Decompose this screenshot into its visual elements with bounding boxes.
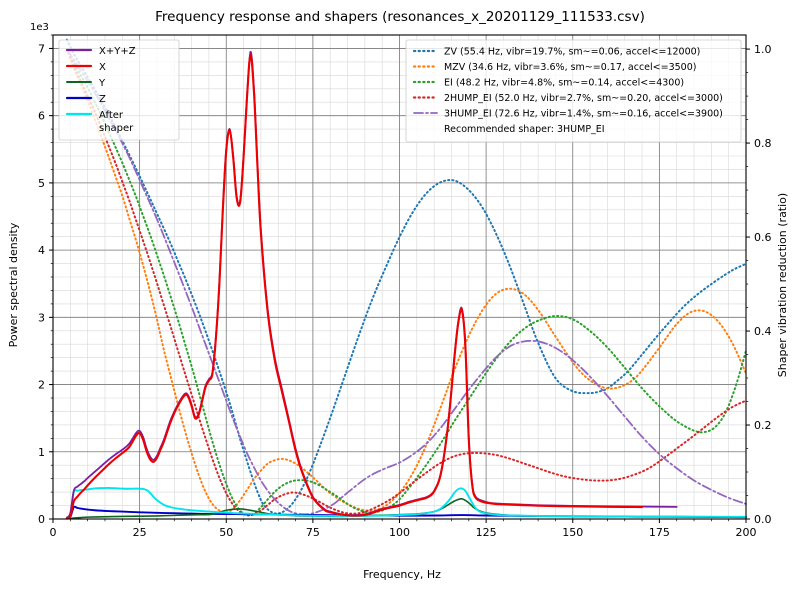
y-tick-label: 7 [38, 42, 45, 55]
legend-shapers-box [405, 39, 742, 143]
legend-shaper-label: 3HUMP_EI (72.6 Hz, vibr=1.4%, sm~=0.16, … [444, 109, 723, 120]
chart-title: Frequency response and shapers (resonanc… [155, 9, 645, 25]
x-tick-label: 50 [219, 526, 233, 539]
legend-psd-label: After [99, 110, 124, 121]
y-axis-label: Power spectral density [7, 222, 20, 347]
data-series-layer [65, 38, 747, 520]
series-x [65, 54, 644, 520]
legend-shaper-label: MZV (34.6 Hz, vibr=3.6%, sm~=0.17, accel… [444, 62, 696, 73]
x-tick-label: 150 [562, 526, 583, 539]
series-zv [65, 38, 747, 515]
y2-tick-label: 0.6 [754, 231, 772, 244]
series-ei [65, 48, 747, 517]
legend-psd-label: X+Y+Z [99, 46, 136, 57]
x-tick-label: 25 [133, 526, 147, 539]
legend-psd[interactable]: X+Y+Z XYZ After shaper [58, 39, 180, 141]
series-after-shaper [65, 486, 747, 520]
legend-psd-label: Y [98, 78, 106, 89]
y-tick-label: 4 [38, 244, 45, 257]
legend-psd-label: Z [99, 94, 106, 105]
legend-shaper-label: Recommended shaper: 3HUMP_EI [444, 124, 605, 135]
x-tick-label: 0 [50, 526, 57, 539]
legend-psd-label: X [99, 62, 106, 73]
y2-tick-label: 0.4 [754, 325, 772, 338]
x-tick-label: 100 [389, 526, 410, 539]
y2-tick-label: 0.8 [754, 137, 772, 150]
x-tick-label: 200 [736, 526, 757, 539]
legend-shaper-label: EI (48.2 Hz, vibr=4.8%, sm~=0.14, accel<… [444, 78, 684, 89]
y-tick-label: 6 [38, 110, 45, 123]
y2-tick-label: 0.2 [754, 419, 772, 432]
legend-psd-label: shaper [99, 123, 134, 134]
series-2hump-ei [65, 48, 747, 517]
y-tick-label: 5 [38, 177, 45, 190]
x-axis-label: Frequency, Hz [363, 568, 441, 581]
y2-tick-label: 1.0 [754, 43, 772, 56]
y-tick-label: 0 [38, 513, 45, 526]
x-tick-label: 125 [476, 526, 497, 539]
y2-tick-label: 0.0 [754, 513, 772, 526]
legend-shapers[interactable]: ZV (55.4 Hz, vibr=19.7%, sm~=0.06, accel… [405, 39, 742, 143]
axis-ticks [49, 34, 750, 523]
series-3hump-ei [65, 48, 747, 516]
series-mzv [65, 48, 747, 514]
x-tick-label: 75 [306, 526, 320, 539]
legend-shaper-label: ZV (55.4 Hz, vibr=19.7%, sm~=0.06, accel… [444, 47, 700, 58]
axis-tick-labels: 0 25 50 75 100 125 150 175 200 0 1 2 3 4 5 6 7 0.0 0.2 0.4 0… [38, 42, 772, 539]
x-tick-label: 175 [649, 526, 670, 539]
y-tick-label: 3 [38, 311, 45, 324]
y2-axis-label: Shaper vibration reduction (ratio) [776, 193, 789, 377]
y-tick-label: 1 [38, 446, 45, 459]
y-axis-offset-label: 1e3 [30, 22, 49, 33]
y-tick-label: 2 [38, 379, 45, 392]
legend-shaper-label: 2HUMP_EI (52.0 Hz, vibr=2.7%, sm~=0.20, … [444, 93, 723, 104]
